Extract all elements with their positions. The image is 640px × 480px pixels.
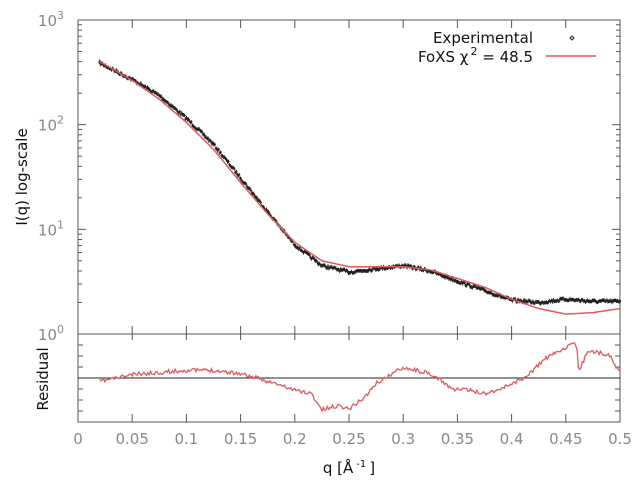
y-tick-label: 101 [38, 218, 64, 239]
experimental-point [591, 300, 595, 303]
main-plot-frame [77, 19, 621, 335]
experimental-point [239, 176, 242, 180]
experimental-point [537, 301, 540, 304]
experimental-point [374, 267, 378, 270]
residual-axis-label: Residual [34, 347, 52, 410]
x-tick-label: 0.5 [608, 430, 632, 448]
experimental-data-points [98, 59, 621, 306]
experimental-point [483, 289, 486, 292]
x-tick-label: 0.15 [224, 430, 257, 448]
y-tick-label: 100 [38, 323, 64, 344]
y-tick-label: 102 [38, 114, 64, 135]
experimental-point [185, 117, 188, 120]
experimental-point [320, 264, 324, 267]
main-plot-panel: 100 101 102 103 [38, 9, 622, 344]
y-tick-label: 103 [38, 9, 64, 30]
x-tick-label: 0.45 [549, 430, 582, 448]
experimental-point [212, 143, 215, 146]
residual-line [99, 342, 621, 413]
experimental-point [456, 279, 459, 283]
y-axis-label: I(q) log-scale [13, 128, 31, 225]
x-tick-label: 0.25 [332, 430, 365, 448]
legend-label-experimental: Experimental [433, 29, 533, 47]
x-tick-label: 0.3 [391, 430, 415, 448]
legend-marker-experimental [569, 35, 575, 41]
foxs-fit-line [99, 61, 621, 315]
x-tick-label: 0 [73, 430, 83, 448]
experimental-point [347, 270, 351, 274]
experimental-point [564, 298, 567, 301]
x-axis-label: q [Å -1] [323, 458, 375, 477]
x-tick-label: 0.4 [500, 430, 524, 448]
residual-plot-panel: 0 0.05 0.1 0.15 0.2 0.25 0.3 0.35 0.4 0.45 0.5 [73, 20, 632, 448]
x-tick-label: 0.2 [283, 430, 307, 448]
x-tick-label: 0.1 [174, 430, 198, 448]
experimental-point [618, 300, 622, 303]
x-tick-label: 0.05 [115, 430, 148, 448]
experimental-point [293, 243, 296, 247]
x-tick-label: 0.35 [441, 430, 474, 448]
experimental-point [158, 94, 161, 97]
